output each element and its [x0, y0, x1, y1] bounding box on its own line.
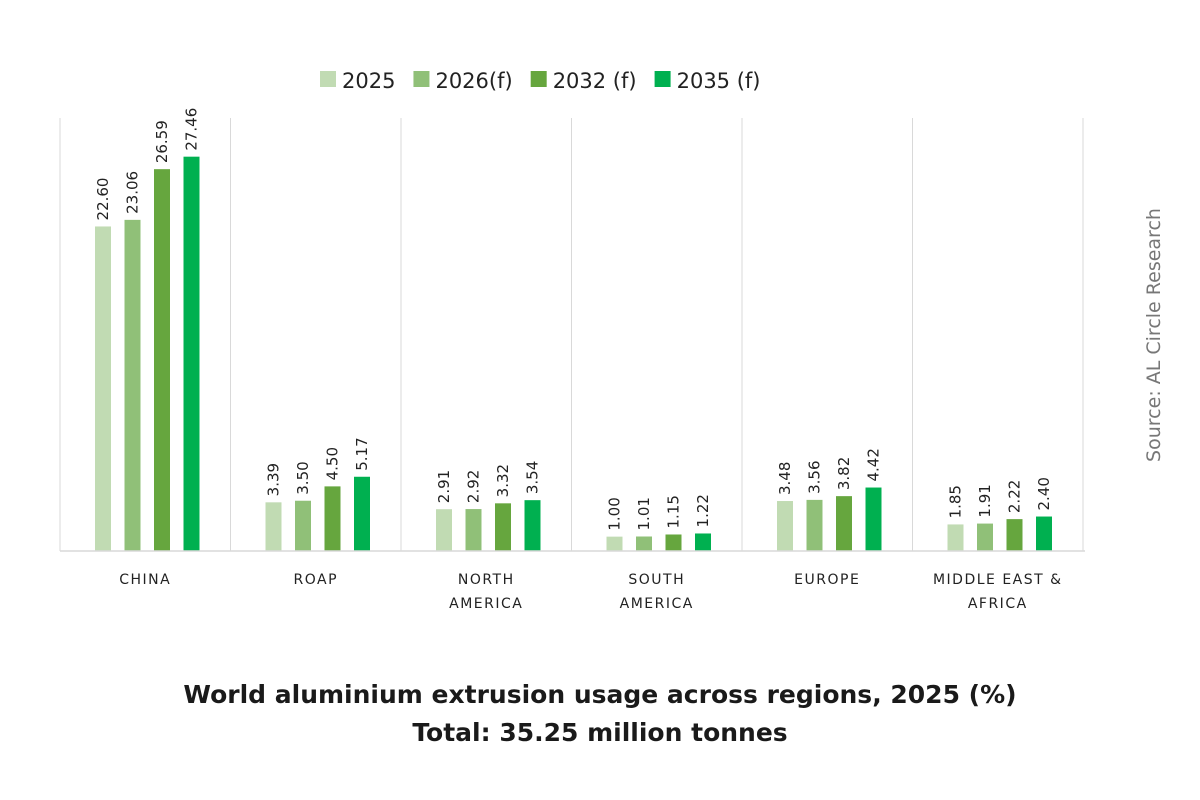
bar-value-label: 1.15	[665, 495, 683, 528]
legend-swatch	[320, 71, 336, 87]
category-label: MIDDLE EAST &	[933, 572, 1063, 588]
bar	[865, 487, 882, 551]
category-label: EUROPE	[794, 572, 860, 588]
bar-value-label: 3.32	[494, 464, 512, 497]
bar-value-label: 1.00	[606, 497, 624, 530]
bar-value-label: 3.39	[265, 463, 283, 496]
category-dividers	[59, 118, 1084, 551]
bar-value-label: 26.59	[153, 120, 171, 163]
bar	[324, 486, 341, 551]
bar	[806, 499, 823, 551]
bar-value-label: 1.91	[976, 484, 994, 517]
category-label: AMERICA	[620, 596, 694, 612]
bar-value-label: 2.22	[1006, 480, 1024, 513]
bar	[606, 536, 623, 551]
bars	[95, 156, 1052, 552]
bar-value-label: 4.50	[324, 447, 342, 480]
bar	[665, 534, 682, 551]
bar-value-label: 3.54	[524, 461, 542, 494]
bar-value-label: 3.82	[835, 457, 853, 490]
bar	[495, 503, 511, 551]
bar	[947, 524, 964, 551]
bar-value-label: 3.50	[294, 461, 312, 494]
bar	[436, 509, 452, 551]
category-label: AFRICA	[968, 596, 1028, 612]
legend-label: 2035 (f)	[677, 69, 761, 93]
bar	[265, 502, 282, 551]
bar-value-label: 4.42	[865, 448, 883, 481]
category-label: ROAP	[293, 572, 338, 588]
bar-value-label: 1.22	[694, 494, 712, 527]
category-label: NORTH	[458, 572, 515, 588]
legend-swatch	[413, 71, 430, 87]
bar	[154, 169, 170, 551]
bar-value-label: 22.60	[94, 178, 112, 221]
chart-subtitle: Total: 35.25 million tonnes	[412, 718, 788, 747]
bar-value-label: 5.17	[353, 437, 371, 470]
value-labels: 22.60 23.06 26.59 27.46 3.39 3.50 4.50 5.17 2.91…	[94, 108, 1053, 531]
bar	[1006, 519, 1023, 551]
bar-value-label: 23.06	[124, 171, 142, 214]
bar	[836, 496, 852, 551]
source-label: Source: AL Circle Research	[1143, 208, 1165, 462]
legend-label: 2032 (f)	[553, 69, 637, 93]
bar-value-label: 27.46	[183, 108, 201, 151]
bar-value-label: 1.01	[635, 497, 653, 530]
legend-swatch	[530, 71, 547, 87]
bar-value-label: 2.92	[465, 470, 483, 503]
bar	[777, 501, 793, 551]
chart-title: World aluminium extrusion usage across r…	[183, 680, 1017, 709]
bar	[1036, 516, 1052, 551]
bar-value-label: 2.40	[1035, 477, 1053, 510]
bar	[977, 523, 993, 551]
bar-value-label: 2.91	[435, 470, 453, 503]
bar	[295, 500, 311, 551]
category-label: CHINA	[119, 572, 171, 588]
legend: 2025 2026(f) 2032 (f) 2035 (f)	[320, 69, 761, 93]
category-label: SOUTH	[628, 572, 685, 588]
bar	[354, 476, 370, 551]
bar	[524, 500, 541, 551]
legend-swatch	[654, 71, 671, 87]
bar	[465, 509, 482, 551]
bar	[695, 533, 711, 551]
category-label: AMERICA	[449, 596, 523, 612]
legend-label: 2025	[342, 69, 395, 93]
bar-value-label: 1.85	[947, 485, 965, 518]
bar	[124, 219, 141, 551]
bar-value-label: 3.56	[806, 460, 824, 493]
bar-value-label: 3.48	[776, 462, 794, 495]
bar	[95, 226, 111, 552]
category-labels: CHINA ROAP NORTH AMERICA SOUTH AMERICA EUROPE M…	[119, 572, 1063, 612]
bar	[183, 156, 200, 552]
bar	[636, 536, 652, 551]
legend-label: 2026(f)	[435, 69, 512, 93]
